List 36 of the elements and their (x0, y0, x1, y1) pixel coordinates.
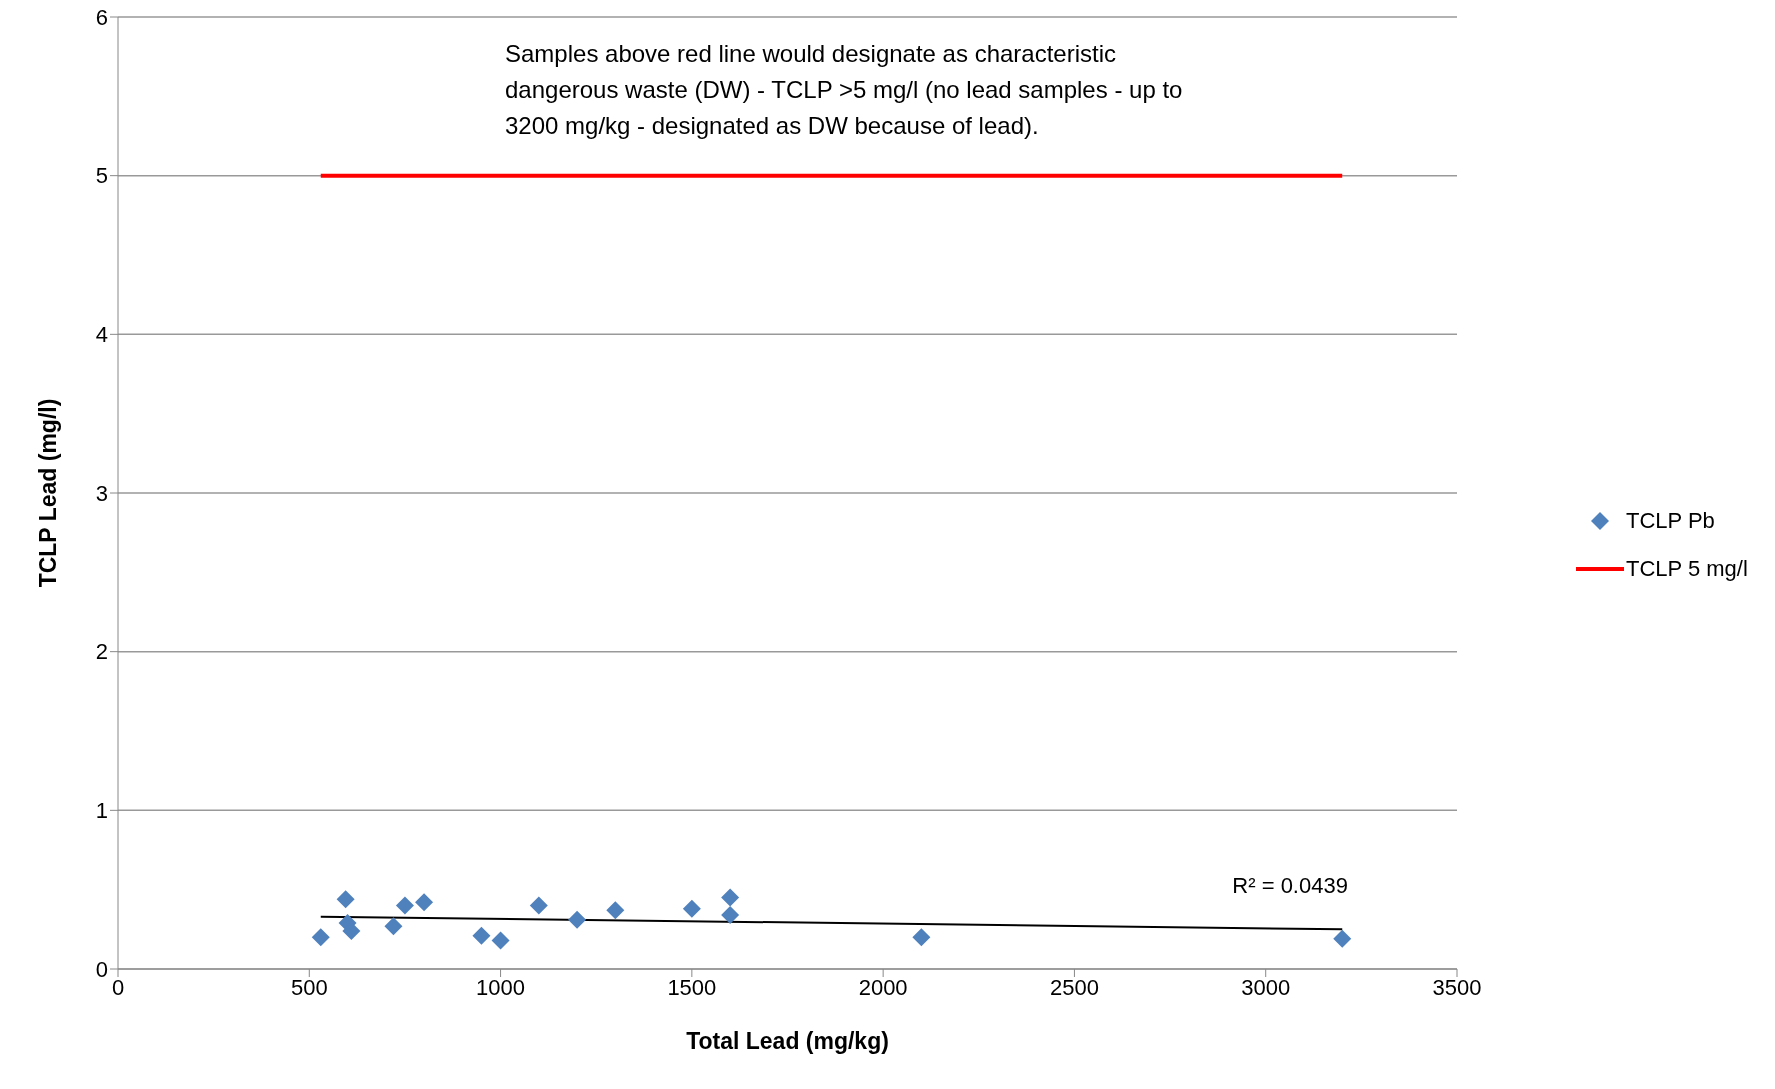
y-tick-label: 4 (95, 322, 108, 348)
point (336, 890, 355, 909)
x-tick-label: 3000 (1241, 974, 1291, 1000)
y-tick-label: 0 (95, 956, 108, 982)
annotation: R² = 0.0439 (1232, 873, 1348, 900)
point (415, 893, 434, 912)
point (606, 901, 625, 920)
y-tick-label: 5 (95, 163, 108, 189)
point (721, 888, 740, 907)
x-tick-label: 3500 (1432, 974, 1482, 1000)
legend-label: TCLP Pb (1626, 507, 1715, 534)
point (568, 910, 587, 929)
point (682, 899, 701, 918)
x-tick-label: 500 (290, 974, 328, 1000)
point (395, 896, 414, 915)
x-tick-label: 1500 (667, 974, 717, 1000)
y-tick-label: 1 (95, 798, 108, 824)
point (721, 906, 740, 925)
point (384, 917, 403, 936)
x-tick-label: 1000 (476, 974, 526, 1000)
point (491, 931, 510, 950)
x-tick-label: 2000 (858, 974, 908, 1000)
x-tick-label: 0 (111, 974, 125, 1000)
point (472, 926, 491, 945)
x-axis-title: Total Lead (mg/kg) (686, 1028, 889, 1054)
point (1333, 929, 1352, 948)
x-tick-label: 2500 (1049, 974, 1099, 1000)
legend-label: TCLP 5 mg/l (1626, 555, 1748, 582)
y-tick-label: 3 (95, 480, 108, 506)
point (912, 928, 931, 947)
y-tick-label: 6 (95, 4, 108, 30)
point (529, 896, 548, 915)
y-tick-label: 2 (95, 639, 108, 665)
annotation: Samples above red line would designate as characteristic dangerous waste (DW) - TCLP >5 mg/l (no lead samples - up to 3200 mg/kg - designated as DW because of lead). (505, 39, 1184, 141)
y-axis-title: TCLP Lead (mg/l) (35, 398, 62, 588)
point (311, 928, 330, 947)
